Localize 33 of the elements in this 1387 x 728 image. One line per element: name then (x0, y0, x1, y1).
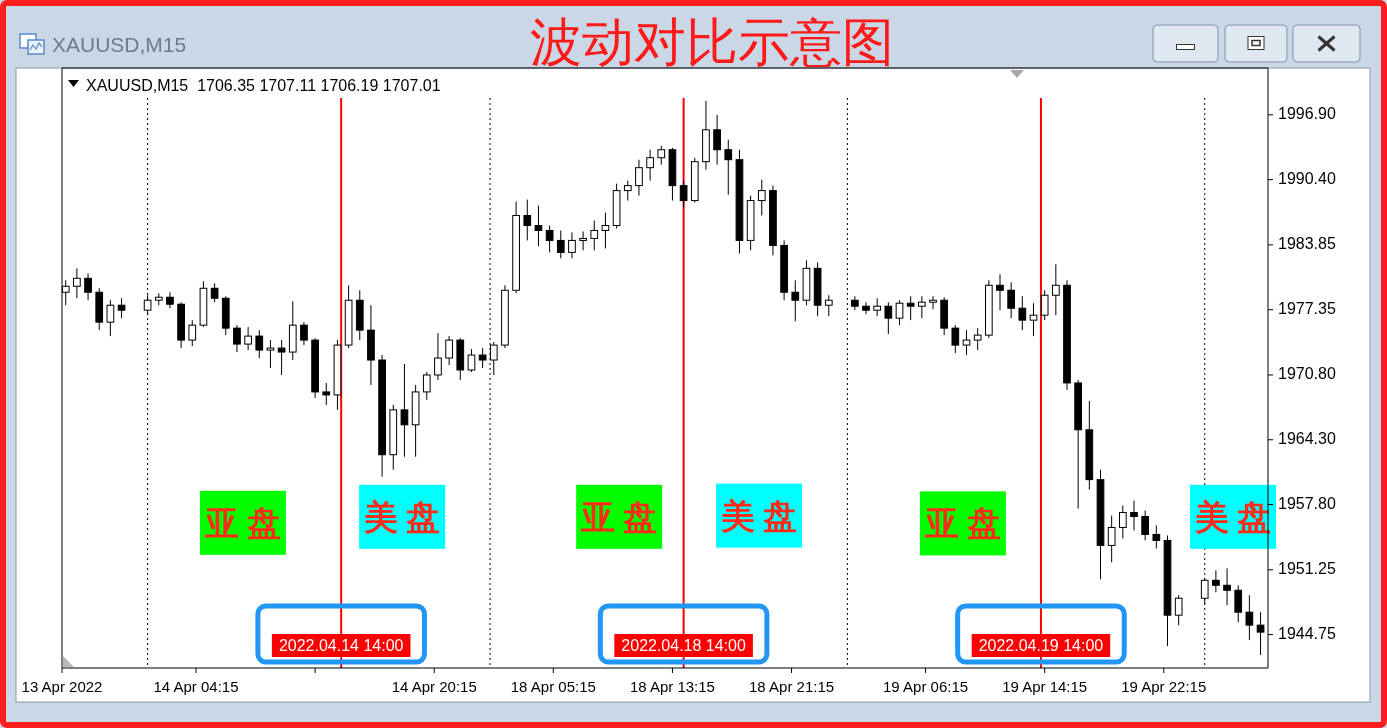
ytick-label: 1970.80 (1278, 365, 1336, 383)
xtick-label: 19 Apr 22:15 (1121, 678, 1207, 695)
xtick-label: 18 Apr 21:15 (749, 678, 835, 695)
annotation: 美盘 (364, 498, 449, 536)
annotation: 亚盘 (204, 504, 289, 542)
ref-line-label: 2022.04.18 14:00 (621, 637, 746, 654)
ytick-label: 1951.25 (1278, 560, 1336, 578)
ytick-label: 1957.80 (1278, 494, 1336, 512)
annotation: XAUUSD,M15 1706.35 1707.11 1706.19 1707.01 (86, 77, 441, 94)
ytick-label: 1996.90 (1278, 105, 1336, 123)
xtick-label: 18 Apr 13:15 (629, 678, 715, 695)
ref-line-label: 2022.04.14 14:00 (271, 634, 411, 657)
xtick-label: 19 Apr 14:15 (1002, 678, 1088, 695)
xtick-label: 19 Apr 06:15 (883, 678, 969, 695)
annotation: 美盘 (721, 497, 806, 535)
annotation: 亚盘 (924, 505, 1009, 543)
ref-line-label: 2022.04.19 14:00 (971, 634, 1111, 657)
ytick-label: 1977.35 (1278, 299, 1336, 317)
ytick-label: 1990.40 (1278, 169, 1336, 187)
annotation: 美盘 (1195, 498, 1280, 536)
annotation: 亚盘 (581, 498, 666, 536)
ref-line-label: 2022.04.19 14:00 (978, 637, 1104, 654)
ytick-label: 1944.75 (1278, 624, 1336, 642)
xtick-label: 14 Apr 04:15 (153, 678, 239, 695)
ytick-label: 1964.30 (1278, 430, 1336, 447)
title: 波动对比示意图 (530, 13, 894, 71)
annotation: XAUUSD,M15 (52, 33, 187, 56)
xtick-label: 14 Apr 20:15 (391, 678, 477, 695)
xtick-label: 18 Apr 05:15 (510, 678, 596, 695)
ref-line-label: 2022.04.14 14:00 (278, 637, 404, 654)
ref-line-label: 2022.04.18 14:00 (614, 634, 753, 657)
ytick-label: 1983.85 (1278, 235, 1336, 253)
xtick-label: 13 Apr 2022 (21, 678, 103, 695)
